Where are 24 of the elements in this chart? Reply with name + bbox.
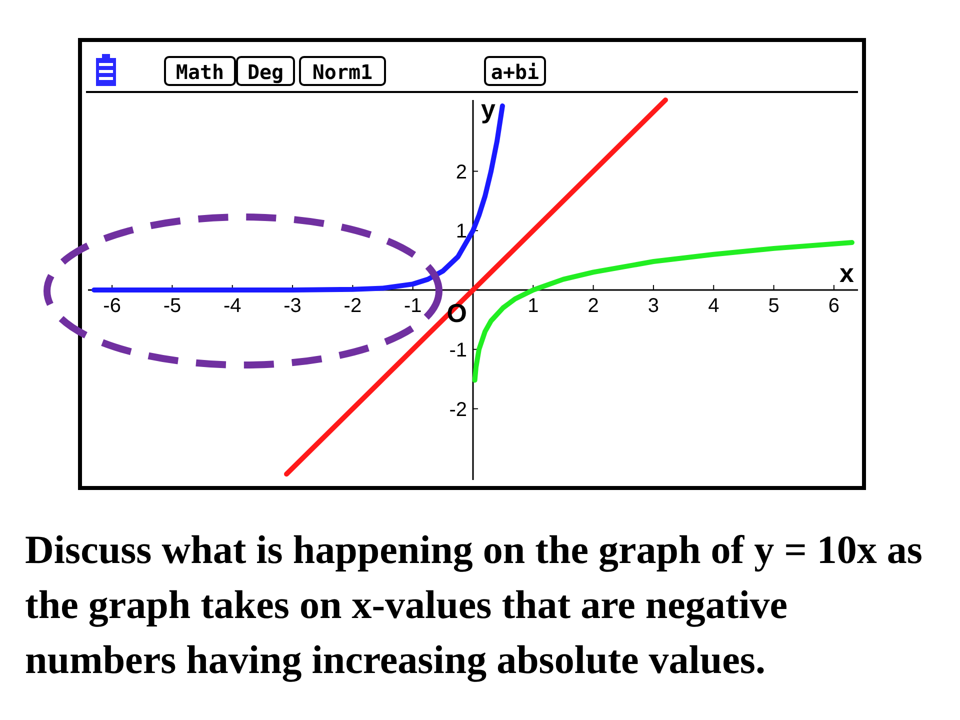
x-tick-label: -3 [284, 295, 302, 317]
x-tick-label: 1 [528, 295, 539, 317]
text: Math [176, 60, 224, 84]
y-tick-label: 2 [456, 161, 467, 184]
x-tick-label: -2 [344, 295, 362, 317]
x-tick-label: -5 [163, 295, 182, 317]
y-tick-label: -1 [449, 339, 467, 362]
x-tick-label: 4 [708, 295, 720, 317]
x-tick-label: 2 [588, 295, 599, 317]
annotation: O [446, 298, 467, 328]
text: Norm1 [312, 60, 373, 84]
y-axis-title: y [481, 94, 496, 124]
x-axis-title: x [840, 258, 855, 288]
x-tick-label: -6 [103, 295, 121, 317]
y-tick-label: 1 [456, 220, 467, 243]
text: a+bi [490, 60, 540, 84]
text: Deg [247, 60, 284, 84]
x-tick-label: 3 [648, 295, 660, 317]
y-tick-label: -2 [449, 398, 467, 421]
x-tick-label: -4 [223, 295, 242, 317]
x-tick-label: 6 [828, 295, 840, 317]
x-tick-label: -1 [404, 295, 422, 317]
text: Discuss what is happening on the graph of y = 10x as the graph takes on x-values that are negative numbers having increasing absolute values. [25, 527, 922, 682]
x-tick-label: 5 [768, 295, 780, 317]
